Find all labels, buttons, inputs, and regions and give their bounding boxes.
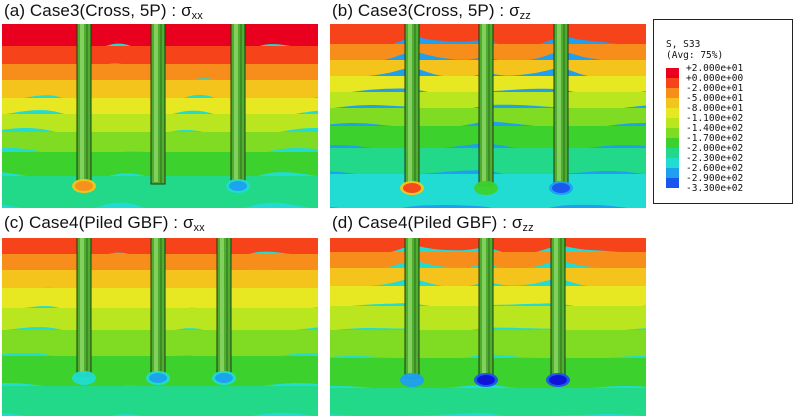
legend-swatch bbox=[666, 148, 679, 158]
pile bbox=[478, 24, 494, 187]
legend-label: -2.900e+02 bbox=[686, 173, 744, 184]
legend-swatch bbox=[666, 158, 679, 168]
legend-label: -5.000e+01 bbox=[686, 93, 744, 104]
legend-swatch bbox=[666, 118, 679, 128]
legend-averaging: (Avg: 75%) bbox=[666, 50, 724, 61]
pile bbox=[404, 238, 420, 379]
legend-label: -8.000e+01 bbox=[686, 103, 744, 114]
contour-legend: S, S33 (Avg: 75%) +2.000e+01 +0.000e+00 -2… bbox=[653, 19, 793, 204]
legend-swatch bbox=[666, 168, 679, 178]
legend-label: -1.100e+02 bbox=[686, 113, 744, 124]
legend-label: -2.600e+02 bbox=[686, 163, 744, 174]
legend-label: -2.300e+02 bbox=[686, 153, 744, 164]
pile bbox=[553, 24, 569, 187]
panel-b-contour bbox=[330, 24, 646, 208]
panel-a-contour-image bbox=[2, 24, 318, 208]
legend-label: -1.700e+02 bbox=[686, 133, 744, 144]
legend-swatch bbox=[666, 88, 679, 98]
legend-label: -1.400e+02 bbox=[686, 123, 744, 134]
panel-a-contour bbox=[2, 24, 318, 208]
legend-label: -3.300e+02 bbox=[686, 183, 744, 194]
legend-label: +0.000e+00 bbox=[686, 73, 744, 84]
legend-label: +2.000e+01 bbox=[686, 63, 744, 74]
panel-d-contour-image bbox=[330, 238, 646, 416]
pile bbox=[150, 24, 166, 185]
panel-b-contour-image bbox=[330, 24, 646, 208]
pile bbox=[150, 238, 166, 377]
legend-label: -2.000e+01 bbox=[686, 83, 744, 94]
pile bbox=[550, 238, 566, 379]
legend-swatch bbox=[666, 128, 679, 138]
panel-a-title: (a) Case3(Cross, 5P) : σxx bbox=[4, 1, 203, 22]
legend-swatch bbox=[666, 108, 679, 118]
pile bbox=[76, 238, 92, 377]
pile bbox=[216, 238, 232, 377]
panel-c-contour-image bbox=[2, 238, 318, 416]
legend-variable: S, S33 bbox=[666, 39, 701, 50]
legend-swatch bbox=[666, 98, 679, 108]
panel-c-contour bbox=[2, 238, 318, 416]
pile bbox=[404, 24, 420, 187]
pile bbox=[76, 24, 92, 185]
pile bbox=[230, 24, 246, 185]
legend-swatch bbox=[666, 178, 679, 188]
legend-label: -2.000e+02 bbox=[686, 143, 744, 154]
legend-swatch bbox=[666, 78, 679, 88]
panel-c-title: (c) Case4(Piled GBF) : σxx bbox=[4, 213, 205, 234]
panel-b-title: (b) Case3(Cross, 5P) : σzz bbox=[332, 1, 531, 22]
legend-swatch bbox=[666, 138, 679, 148]
legend-header: S, S33 (Avg: 75%) bbox=[666, 39, 723, 61]
legend-swatch bbox=[666, 68, 679, 78]
panel-d-title: (d) Case4(Piled GBF) : σzz bbox=[332, 213, 534, 234]
panel-d-contour bbox=[330, 238, 646, 416]
pile bbox=[478, 238, 494, 379]
